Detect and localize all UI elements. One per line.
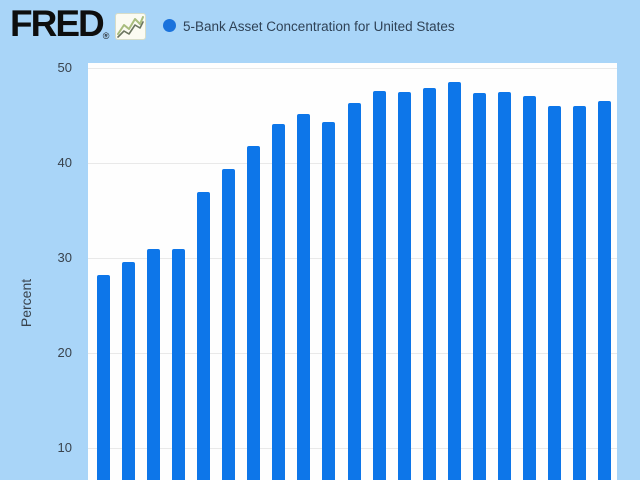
y-tick-label-40: 40 bbox=[57, 155, 72, 170]
sparkline-icon bbox=[115, 13, 146, 40]
y-tick-label-10: 10 bbox=[57, 440, 72, 455]
y-tick-label-20: 20 bbox=[57, 345, 72, 360]
bar-11[interactable] bbox=[372, 90, 386, 480]
y-tick-label-50: 50 bbox=[57, 60, 72, 75]
registered-trademark-symbol: ® bbox=[102, 31, 110, 41]
bar-18[interactable] bbox=[547, 106, 561, 480]
bar-9[interactable] bbox=[322, 122, 336, 480]
bar-10[interactable] bbox=[347, 103, 361, 480]
bar-4[interactable] bbox=[197, 191, 211, 480]
bar-2[interactable] bbox=[147, 249, 161, 480]
fred-logo[interactable]: FRED® bbox=[10, 5, 109, 43]
bar-1[interactable] bbox=[122, 261, 136, 480]
bar-13[interactable] bbox=[422, 87, 436, 480]
bar-5[interactable] bbox=[222, 168, 236, 480]
y-axis-title: Percent bbox=[18, 278, 34, 328]
bar-16[interactable] bbox=[497, 91, 511, 480]
bar-8[interactable] bbox=[297, 113, 311, 480]
bar-17[interactable] bbox=[522, 95, 536, 480]
bars-layer bbox=[88, 63, 617, 480]
fred-logo-text: FRED bbox=[10, 3, 105, 44]
bar-14[interactable] bbox=[447, 82, 461, 480]
series-legend-dot bbox=[163, 19, 176, 32]
bar-15[interactable] bbox=[472, 92, 486, 480]
gridline-50 bbox=[88, 68, 617, 69]
bar-0[interactable] bbox=[97, 275, 110, 480]
bar-6[interactable] bbox=[247, 145, 261, 480]
bar-19[interactable] bbox=[572, 106, 586, 480]
bar-3[interactable] bbox=[172, 248, 186, 480]
bar-7[interactable] bbox=[272, 124, 286, 480]
plot-area bbox=[88, 63, 617, 480]
y-tick-label-30: 30 bbox=[57, 250, 72, 265]
bar-20[interactable] bbox=[598, 101, 611, 480]
bar-12[interactable] bbox=[397, 91, 411, 480]
series-title-link[interactable]: 5-Bank Asset Concentration for United St… bbox=[183, 19, 455, 34]
